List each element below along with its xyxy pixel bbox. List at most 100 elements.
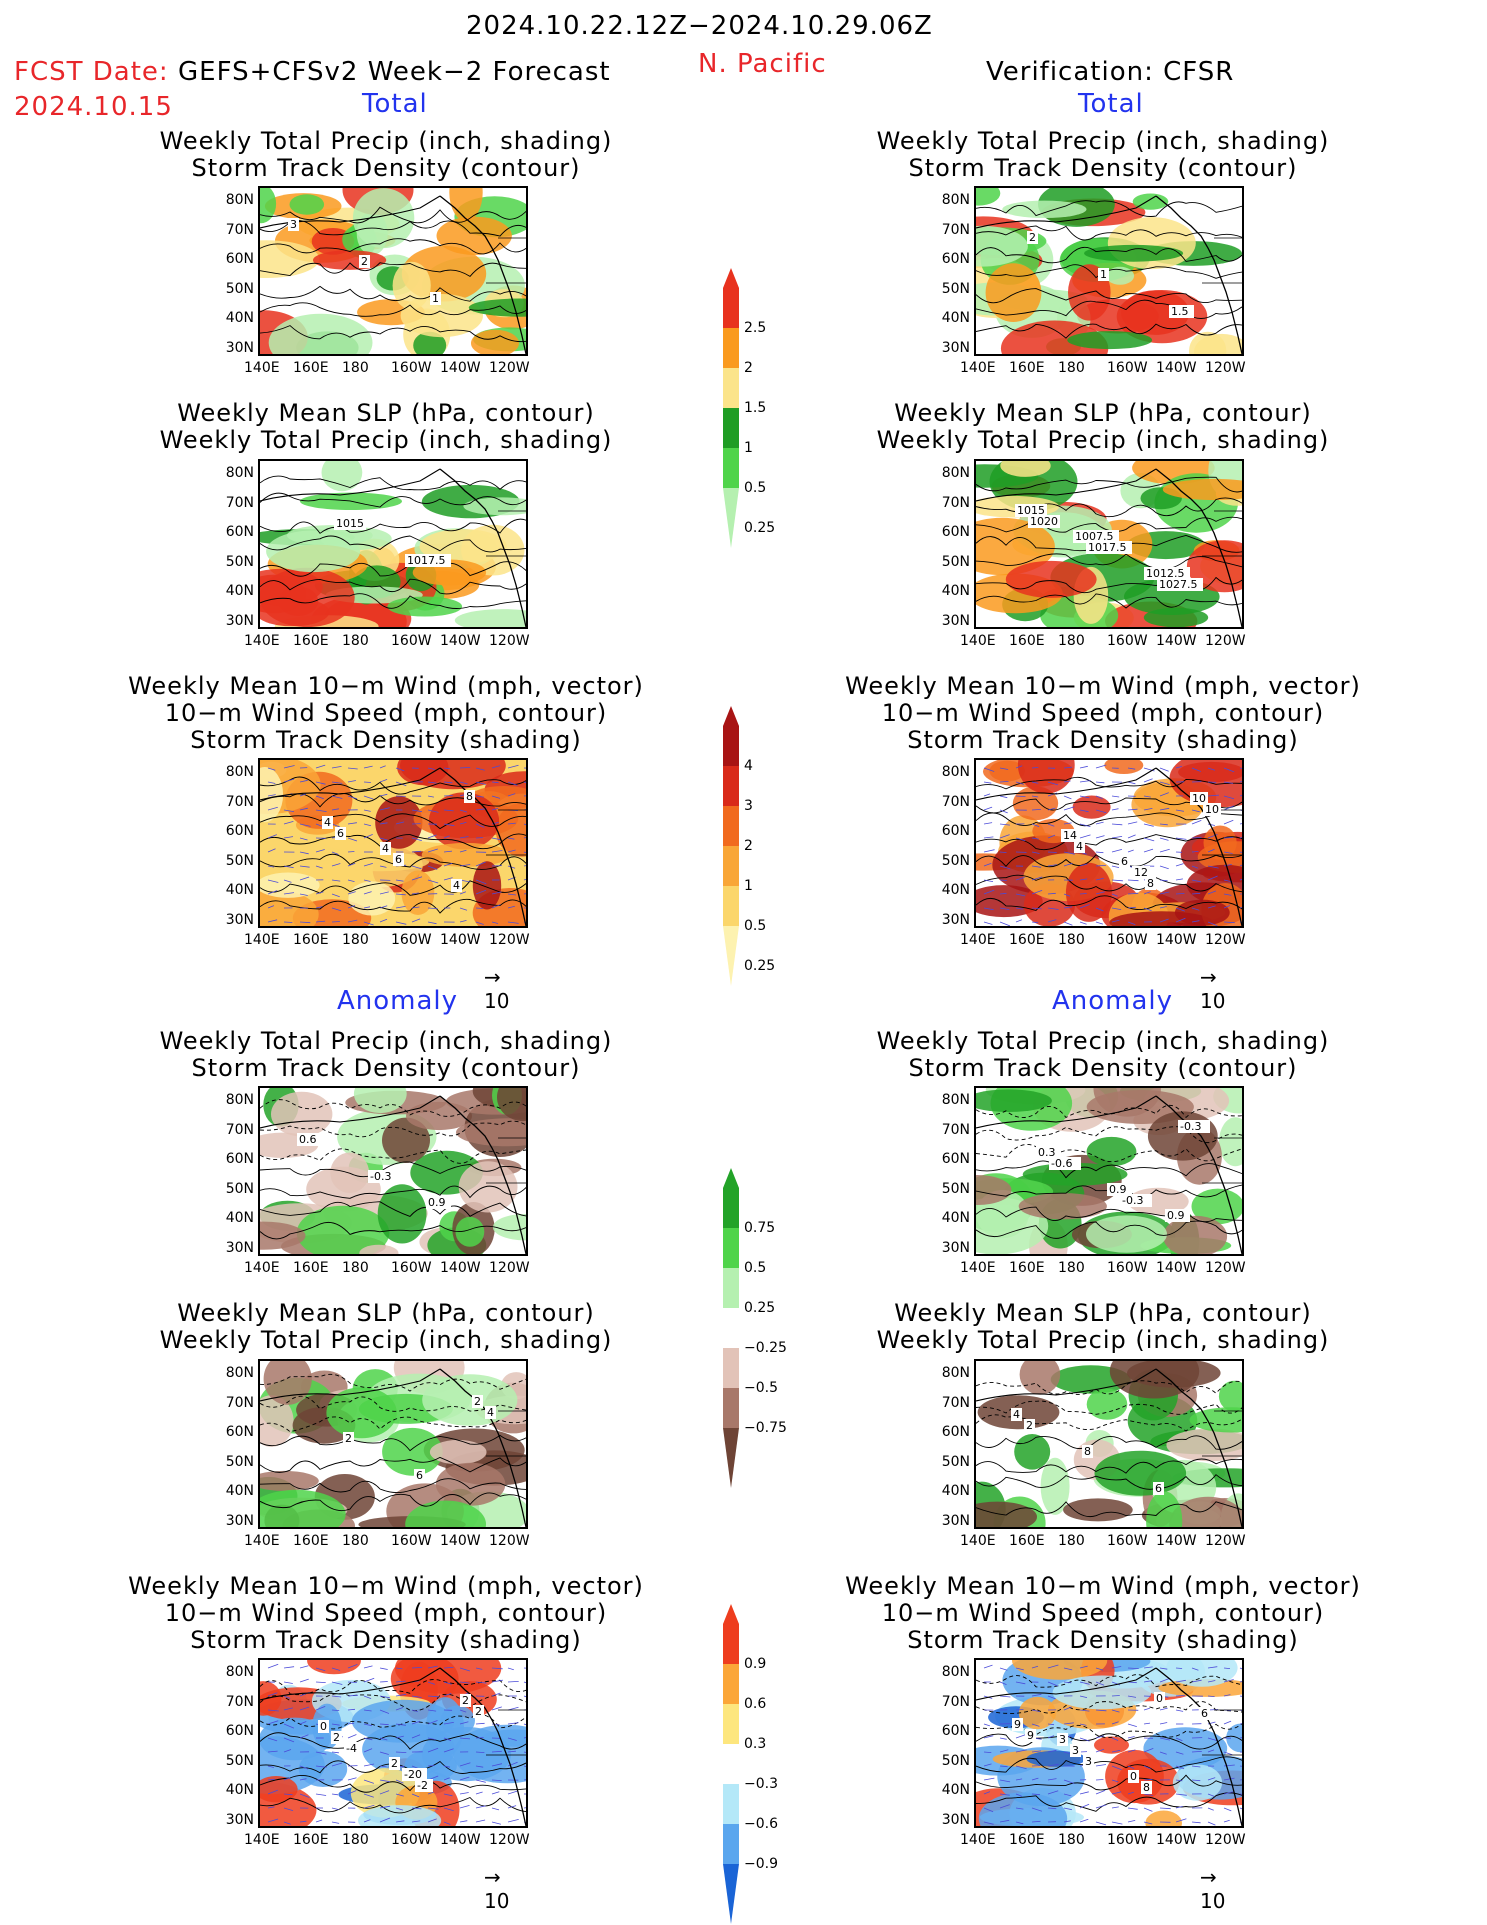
wind-vector xyxy=(1127,1749,1136,1753)
colorbar-segment xyxy=(723,1168,739,1188)
wind-vector xyxy=(347,837,358,842)
shading-region xyxy=(1000,461,1051,477)
wind-vector xyxy=(983,1735,994,1739)
wind-vector xyxy=(1063,780,1071,783)
contour-label: 1027.5 xyxy=(1157,578,1203,591)
date-range: 2024.10.22.12Z−2024.10.29.06Z xyxy=(466,11,933,41)
wind-vector xyxy=(395,1723,406,1726)
wind-vector xyxy=(1031,1693,1042,1697)
wind-vector xyxy=(1143,1807,1153,1812)
shading-region xyxy=(1109,1361,1200,1399)
wind-vector xyxy=(283,921,293,923)
wind-vector xyxy=(1175,1765,1185,1770)
colorbar-label: −0.5 xyxy=(744,1380,778,1396)
contour-label: 10 xyxy=(1190,792,1208,805)
shading-region xyxy=(296,1205,390,1254)
lat-tick-label: 70N xyxy=(225,1693,254,1710)
map-fc-wind-anom: 0 2 2 2 -20 2 -4 -2 xyxy=(258,1658,528,1828)
wind-vector xyxy=(459,1792,469,1795)
colorbar-segment xyxy=(723,1388,739,1428)
wind-vector xyxy=(1063,766,1073,769)
wind-vector xyxy=(331,781,343,784)
wind-vector xyxy=(363,1779,375,1784)
svg-text:1017.5: 1017.5 xyxy=(1088,541,1127,554)
wind-vector xyxy=(459,849,467,853)
wind-vector xyxy=(1047,834,1056,839)
wind-vector xyxy=(411,865,422,870)
shading-region xyxy=(268,313,373,354)
contour-label: 8 xyxy=(1145,877,1156,890)
wind-vector xyxy=(491,1791,500,1795)
lon-tick-label: 160E xyxy=(1009,633,1045,649)
wind-vector xyxy=(443,823,455,827)
contour-line xyxy=(260,776,526,795)
wind-vector xyxy=(1095,878,1104,881)
wind-vector xyxy=(1239,1779,1242,1781)
lat-tick-label: 40N xyxy=(941,1782,970,1798)
wind-vector xyxy=(1223,1807,1232,1812)
wind-vector xyxy=(507,1737,517,1741)
wind-vector xyxy=(1143,1821,1153,1825)
wind-vector xyxy=(1079,878,1088,881)
shading-region xyxy=(468,298,526,317)
wind-vector xyxy=(299,865,310,868)
lon-tick-label: 120W xyxy=(1205,1533,1246,1549)
wind-vector xyxy=(411,1793,420,1798)
wind-vector xyxy=(1223,893,1232,896)
wind-vector xyxy=(395,1707,404,1711)
wind-vector xyxy=(1223,1751,1233,1756)
political-border xyxy=(1202,1137,1242,1184)
lat-tick-label: 30N xyxy=(225,1239,254,1256)
wind-vector xyxy=(1047,1778,1057,1781)
shading-region xyxy=(421,842,510,867)
lon-tick-label: 180 xyxy=(342,1260,369,1276)
lon-tick-label: 160W xyxy=(1107,360,1148,376)
contour-line xyxy=(260,1714,526,1730)
wind-vector xyxy=(999,892,1007,895)
contour-label: -0.3 xyxy=(1178,1120,1210,1133)
wind-vector xyxy=(299,1820,307,1823)
wind-vector xyxy=(363,1819,371,1823)
lon-tick-label: 180 xyxy=(342,1533,369,1549)
wind-vector xyxy=(427,767,435,770)
wind-vector xyxy=(395,906,406,909)
lat-tick-label: 30N xyxy=(225,612,254,629)
wind-vector xyxy=(983,781,992,784)
wind-vector xyxy=(283,1707,293,1711)
wind-vector xyxy=(491,795,501,799)
wind-vector xyxy=(1159,879,1168,882)
lon-tick-label: 180 xyxy=(1058,1533,1085,1549)
wind-vector xyxy=(459,1721,469,1725)
colorbar-label: 0.5 xyxy=(744,480,767,496)
shading-region xyxy=(387,596,463,617)
svg-text:1.5: 1.5 xyxy=(1171,305,1189,318)
colorbar-label: 2 xyxy=(744,838,753,854)
wind-vector xyxy=(1191,1821,1201,1824)
contour-label: 4 xyxy=(380,842,391,855)
wind-vector xyxy=(1015,1793,1022,1797)
wind-vector xyxy=(379,1751,389,1755)
wind-vector xyxy=(1063,1722,1074,1725)
svg-text:1007.5: 1007.5 xyxy=(1075,530,1114,543)
colorbar-segment xyxy=(723,806,739,846)
shading-region xyxy=(1084,244,1184,262)
wind-vector xyxy=(1239,1751,1242,1753)
wind-vector xyxy=(1127,1723,1137,1727)
wind-vector xyxy=(427,1818,437,1823)
wind-vector xyxy=(1015,876,1025,881)
shading-region xyxy=(326,1387,397,1439)
wind-vector xyxy=(1031,1820,1041,1823)
lon-tick-label: 120W xyxy=(1205,1832,1246,1848)
wind-vector xyxy=(1207,1666,1218,1669)
wind-vector xyxy=(1047,851,1057,853)
shading-region xyxy=(1145,1810,1182,1826)
wind-vector xyxy=(1175,1779,1183,1782)
coastline xyxy=(439,1667,526,1826)
wind-vector xyxy=(315,1667,326,1672)
contour-line xyxy=(976,1104,1242,1119)
lat-tick-label: 60N xyxy=(941,524,970,540)
lon-tick-label: 140E xyxy=(244,1260,280,1276)
contour-line xyxy=(976,246,1242,264)
contour-label: 1 xyxy=(430,292,441,305)
wind-vector xyxy=(363,834,373,839)
